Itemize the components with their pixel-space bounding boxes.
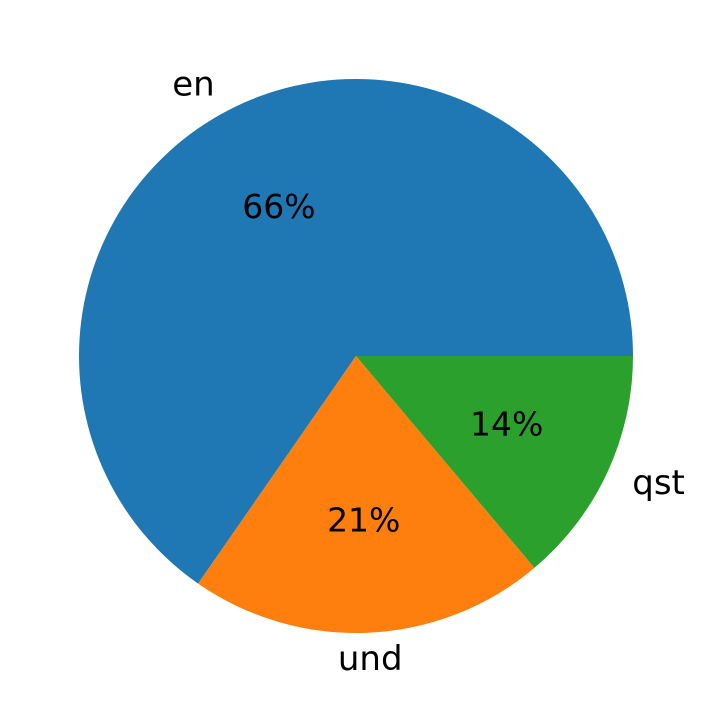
slice-label-und: und [338, 639, 403, 679]
pie-slice-und [198, 356, 535, 633]
pie-slice-en [78, 78, 633, 584]
pie-slice-qst [356, 356, 633, 568]
slice-percent-en: 66% [242, 187, 315, 226]
slice-percent-und: 21% [327, 501, 400, 540]
slice-label-qst: qst [632, 463, 685, 503]
slice-percent-qst: 14% [470, 405, 543, 444]
slice-label-en: en [172, 65, 214, 105]
